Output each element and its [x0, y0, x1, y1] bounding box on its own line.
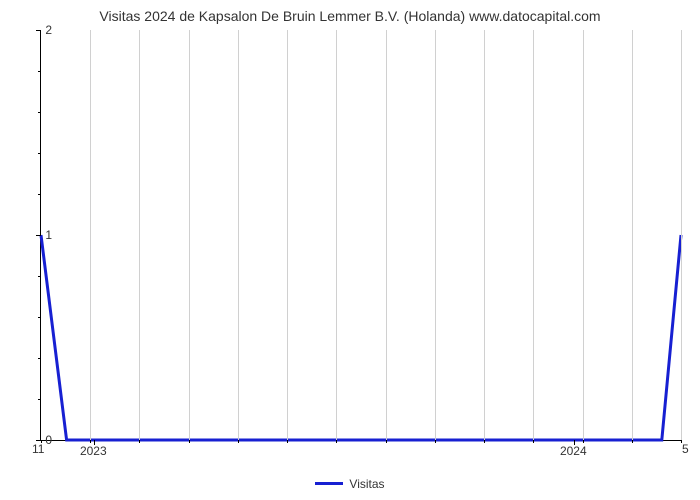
gridline-vertical: [583, 30, 584, 440]
y-tick-minor: [38, 399, 41, 400]
gridline-vertical: [336, 30, 337, 440]
corner-label-left: 11: [32, 442, 44, 456]
y-tick-minor: [38, 71, 41, 72]
gridline-vertical: [139, 30, 140, 440]
gridline-vertical: [632, 30, 633, 440]
y-tick-major: [36, 30, 41, 31]
y-tick-major: [36, 235, 41, 236]
gridline-vertical: [533, 30, 534, 440]
series-line: [41, 30, 681, 440]
x-tick-minor: [90, 440, 91, 443]
y-tick-minor: [38, 112, 41, 113]
y-tick-major: [36, 440, 41, 441]
x-axis-label: 2023: [80, 444, 107, 458]
y-tick-minor: [38, 358, 41, 359]
x-axis-label: 2024: [560, 444, 587, 458]
legend-label: Visitas: [349, 477, 384, 491]
legend-item-visitas: Visitas: [315, 477, 384, 491]
gridline-vertical: [484, 30, 485, 440]
y-axis-label: 2: [45, 23, 52, 37]
x-tick-minor: [238, 440, 239, 443]
x-tick-minor: [435, 440, 436, 443]
gridline-vertical: [287, 30, 288, 440]
x-tick-minor: [632, 440, 633, 443]
x-tick-minor: [583, 440, 584, 443]
y-tick-minor: [38, 153, 41, 154]
x-tick-minor: [533, 440, 534, 443]
gridline-vertical: [90, 30, 91, 440]
gridline-vertical: [386, 30, 387, 440]
y-axis-label: 1: [45, 228, 52, 242]
line-chart: Visitas 2024 de Kapsalon De Bruin Lemmer…: [0, 0, 700, 500]
gridline-vertical: [681, 30, 682, 440]
x-tick-minor: [189, 440, 190, 443]
gridline-vertical: [238, 30, 239, 440]
x-tick-minor: [484, 440, 485, 443]
x-tick-minor: [386, 440, 387, 443]
y-tick-minor: [38, 317, 41, 318]
gridline-vertical: [435, 30, 436, 440]
y-tick-minor: [38, 276, 41, 277]
x-tick-minor: [336, 440, 337, 443]
y-axis-label: 0: [45, 433, 52, 447]
corner-label-right: 5: [682, 442, 689, 456]
gridline-vertical: [189, 30, 190, 440]
x-tick-minor: [139, 440, 140, 443]
plot-area: [40, 30, 681, 441]
legend-swatch: [315, 482, 343, 485]
chart-title: Visitas 2024 de Kapsalon De Bruin Lemmer…: [0, 8, 700, 24]
x-tick-minor: [287, 440, 288, 443]
y-tick-minor: [38, 194, 41, 195]
legend: Visitas: [0, 472, 700, 491]
